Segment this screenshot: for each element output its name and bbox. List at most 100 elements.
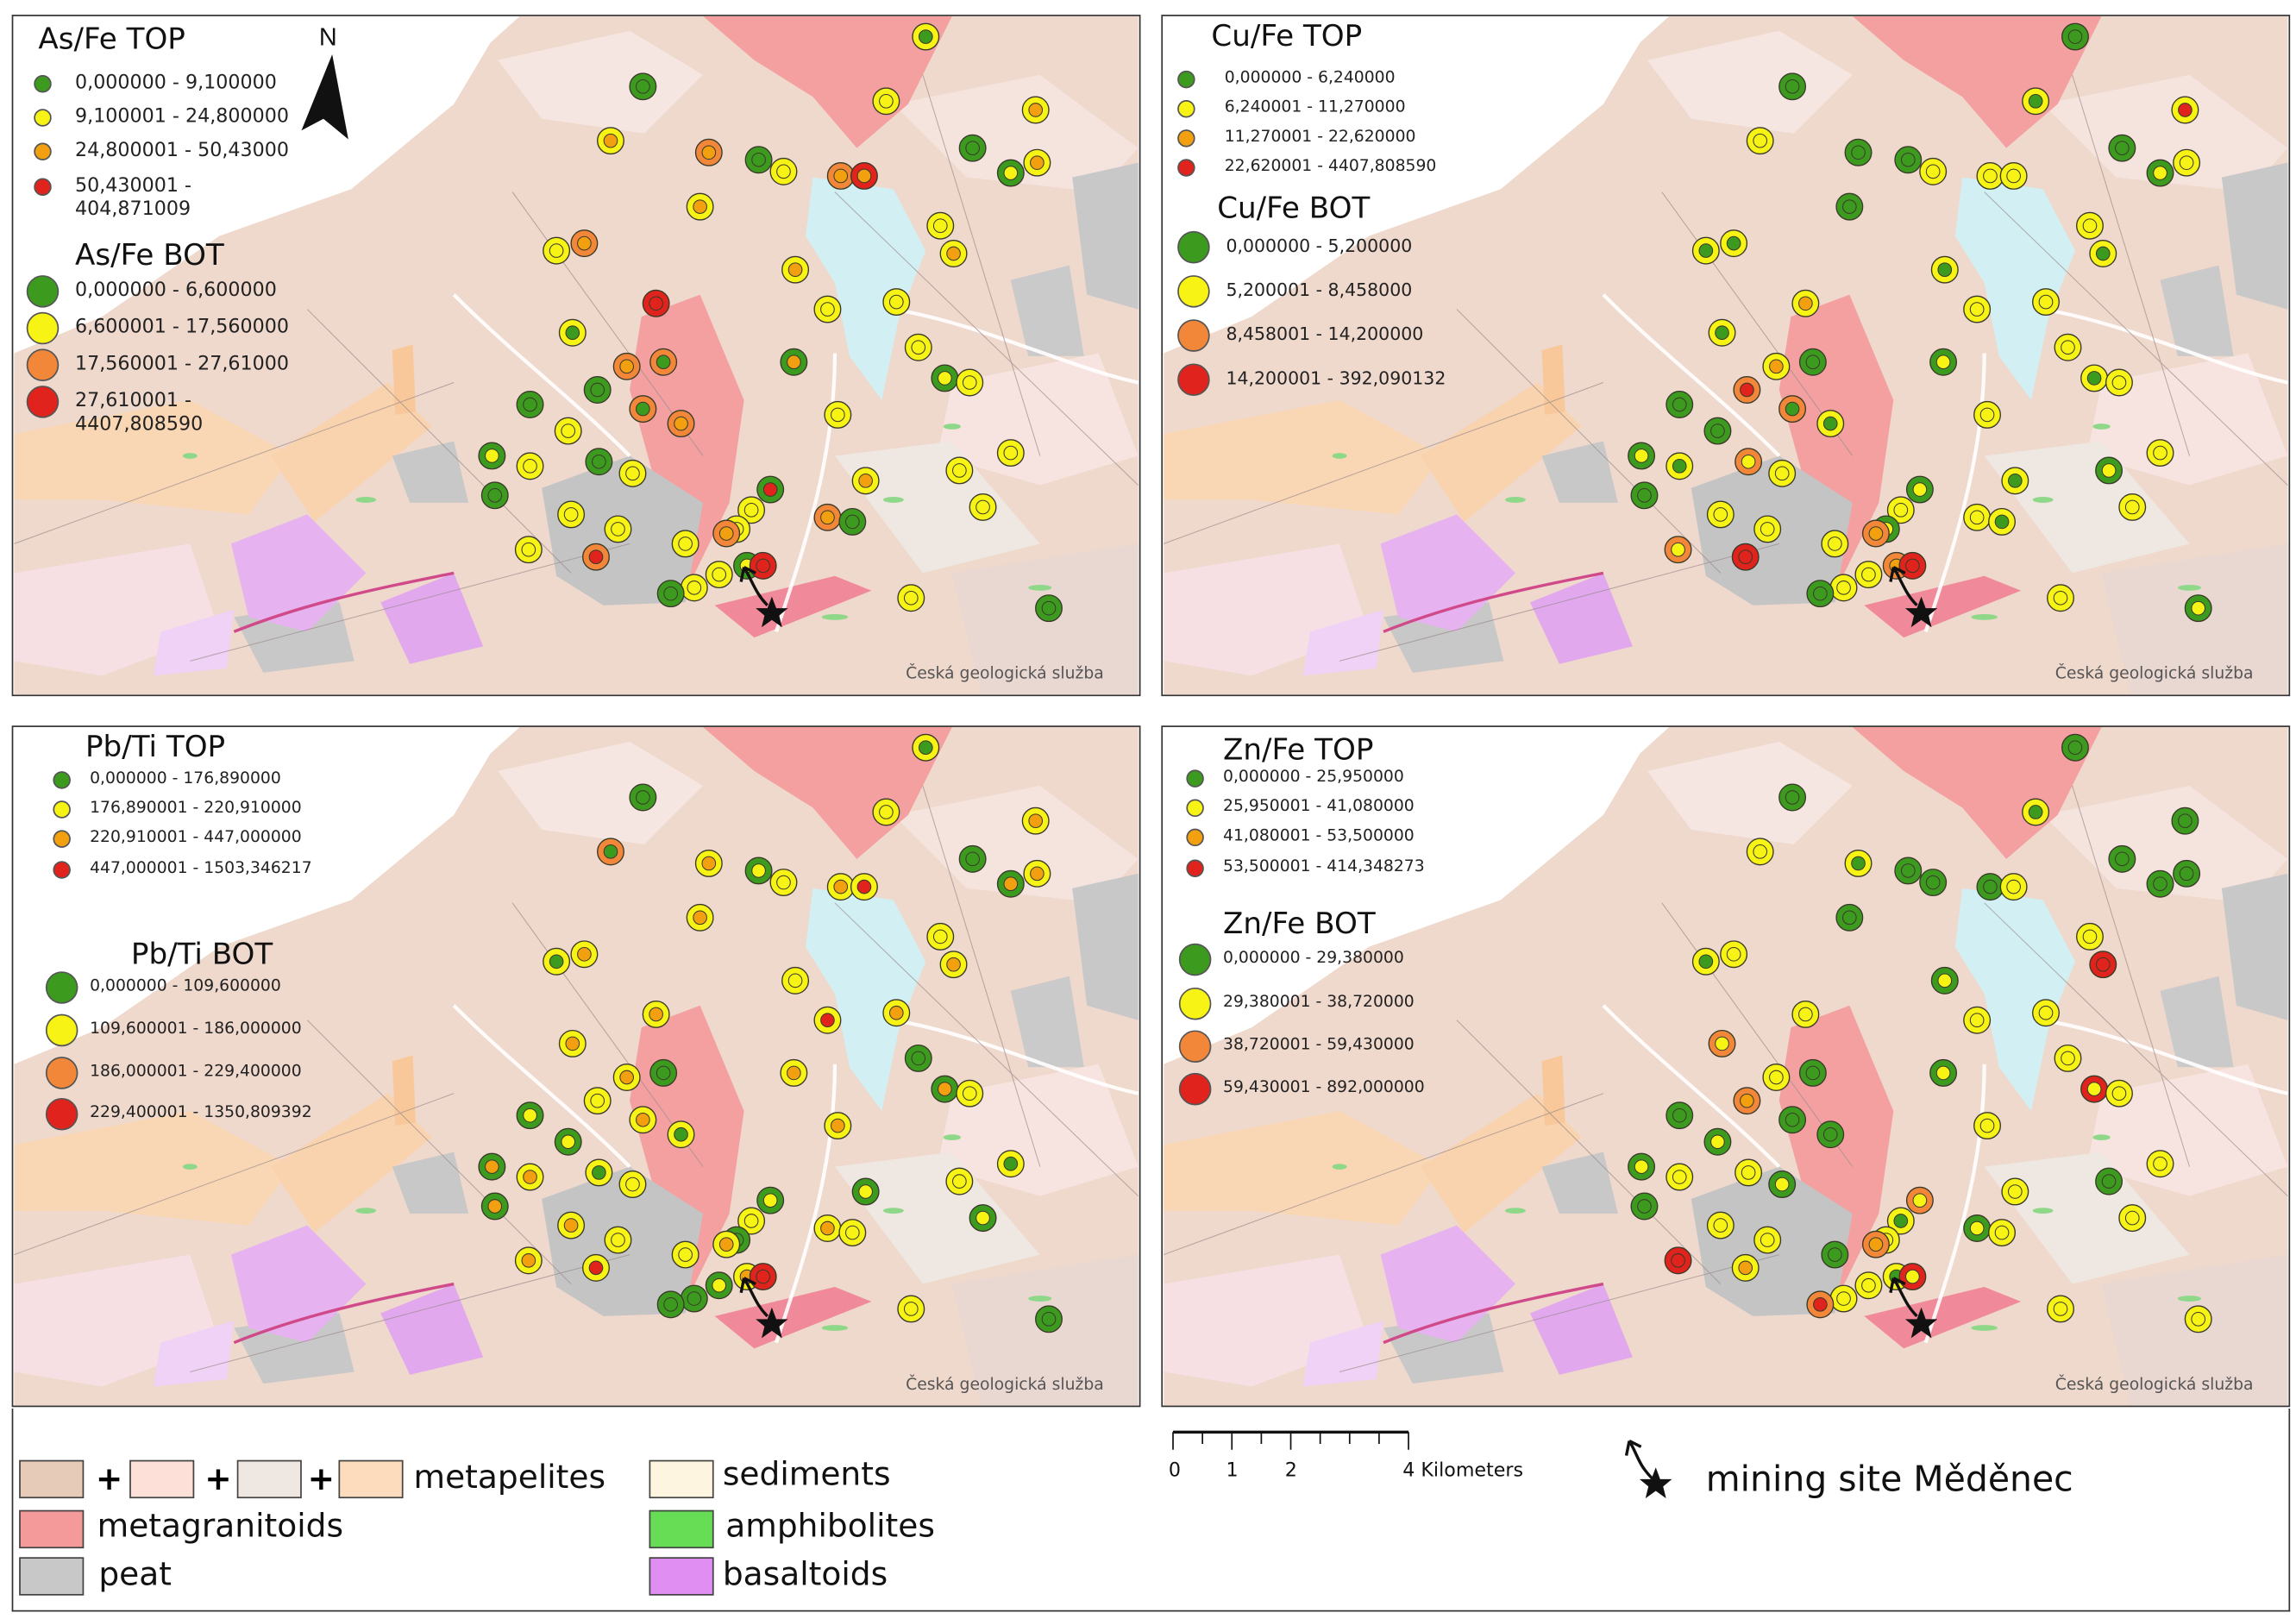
sample-site-top-marker xyxy=(1969,1221,1985,1236)
sample-site-top-marker xyxy=(2061,1051,2075,1066)
sample-site-top-marker xyxy=(2191,1312,2206,1327)
legend-top-class-2-label: 41,080001 - 53,500000 xyxy=(1223,825,1415,845)
legend-top-class-2-label: 220,910001 - 447,000000 xyxy=(90,826,302,847)
watermark-label: Česká geologická služba xyxy=(906,663,1104,683)
sample-site-top-marker xyxy=(856,879,872,894)
sample-site-top-marker xyxy=(577,235,592,251)
sample-site-top-marker xyxy=(1634,449,1649,463)
geology-layer xyxy=(1164,16,2287,695)
sample-site-top-marker xyxy=(1969,510,1985,525)
sample-site-top-marker xyxy=(674,416,688,431)
sample-site-top-marker xyxy=(712,1277,727,1293)
sample-site-top-marker xyxy=(743,1214,759,1228)
mining-site-icon xyxy=(739,1277,788,1339)
sample-site-top-marker xyxy=(485,449,499,463)
sample-site-top-marker xyxy=(2115,141,2130,156)
legend-bot-class-1-marker xyxy=(1178,987,1212,1020)
legend-top-class-1-marker xyxy=(34,109,52,127)
sample-site-top-marker xyxy=(845,514,860,530)
sample-site-top-marker xyxy=(1710,1134,1725,1150)
sample-site-top-marker xyxy=(858,474,873,488)
sample-site-top-marker xyxy=(636,790,650,805)
sample-site-top-marker xyxy=(656,1065,671,1081)
legend-bot-class-0-label: 0,000000 - 5,200000 xyxy=(1226,235,1413,256)
label-metapelites: metapelites xyxy=(413,1459,606,1497)
sample-site-top-marker xyxy=(1900,863,1916,878)
legend-top-title: Pb/Ti TOP xyxy=(85,728,226,764)
legend-bot-class-0-label: 0,000000 - 29,380000 xyxy=(1223,947,1404,968)
legend-bot-class-3-marker xyxy=(26,386,60,418)
legend-top-class-0-marker xyxy=(1186,769,1204,788)
scale-label-2: 2 xyxy=(1284,1459,1297,1483)
sample-site-top-marker xyxy=(1710,424,1725,438)
sample-site-top-marker xyxy=(1715,325,1729,341)
geology-map xyxy=(1163,727,2288,1406)
sample-site-top-marker xyxy=(946,246,961,261)
watermark-label: Česká geologická služba xyxy=(2054,1374,2254,1394)
sample-site-top-marker xyxy=(918,29,933,44)
sample-site-top-marker xyxy=(649,1007,663,1022)
sample-site-top-marker xyxy=(2101,1174,2117,1189)
sample-site-top-marker xyxy=(1805,1065,1821,1081)
sample-site-top-marker xyxy=(1774,466,1790,481)
plus-sign: + xyxy=(307,1461,336,1499)
swatch-metapelites-3 xyxy=(236,1459,302,1499)
sample-site-top-marker xyxy=(521,1253,536,1268)
legend-bot-class-0-marker xyxy=(45,971,78,1004)
sample-site-top-marker xyxy=(1726,235,1741,251)
sample-site-top-marker xyxy=(858,1184,873,1199)
legend-top-class-1-label: 6,240001 - 11,270000 xyxy=(1224,97,1406,116)
sample-site-top-marker xyxy=(1861,567,1876,582)
sample-site-top-marker xyxy=(1698,954,1714,970)
sample-site-top-marker xyxy=(946,957,961,972)
sample-site-top-marker xyxy=(1741,454,1756,469)
sample-site-top-marker xyxy=(1851,856,1866,871)
sample-site-top-marker xyxy=(2067,740,2083,756)
swatch-basaltoids xyxy=(649,1557,714,1596)
legend-bot-title: Zn/Fe BOT xyxy=(1223,905,1376,941)
watermark-label: Česká geologická služba xyxy=(2054,663,2254,683)
sample-site-top-marker xyxy=(1028,813,1044,829)
sample-site-top-marker xyxy=(1785,790,1800,805)
plus-sign: + xyxy=(95,1461,123,1499)
legend-top-class-2-marker xyxy=(1186,828,1204,847)
sample-site-top-marker xyxy=(1774,1177,1790,1192)
sample-site-top-marker xyxy=(603,133,618,148)
sample-site-top-marker xyxy=(1713,507,1728,522)
legend-bot-class-0-marker xyxy=(1177,230,1210,264)
mining-site-icon xyxy=(1624,1440,1672,1499)
sample-site-top-marker xyxy=(1828,1247,1842,1262)
sample-site-top-marker xyxy=(1785,1112,1800,1127)
geology-map xyxy=(1163,16,2288,695)
legend-bot-class-2-label: 17,560001 - 27,61000 xyxy=(75,353,289,376)
legend-top-class-2-label: 11,270001 - 22,620000 xyxy=(1224,126,1416,146)
sample-site-top-marker xyxy=(932,218,948,234)
sample-site-top-marker xyxy=(1760,522,1775,537)
legend-bot-class-3-marker xyxy=(1177,363,1210,397)
sample-site-top-marker xyxy=(563,1218,579,1233)
sample-site-top-marker xyxy=(1925,164,1941,179)
sample-site-top-marker xyxy=(678,537,693,551)
sample-site-top-marker xyxy=(1785,401,1800,417)
sample-site-top-marker xyxy=(1842,199,1857,214)
legend-bot-class-3-label: 229,400001 - 1350,809392 xyxy=(90,1102,312,1122)
sample-site-top-marker xyxy=(962,375,977,390)
sample-site-top-marker xyxy=(965,141,980,156)
sample-site-top-marker xyxy=(2082,929,2098,944)
sample-site-top-marker xyxy=(718,1237,734,1252)
legend-top-class-3-label: 447,000001 - 1503,346217 xyxy=(90,857,312,877)
sample-site-top-marker xyxy=(903,1302,919,1316)
sample-site-top-marker xyxy=(1741,1165,1756,1180)
sample-site-top-marker xyxy=(1637,1199,1652,1214)
sample-site-top-marker xyxy=(625,1177,640,1192)
sample-site-top-marker xyxy=(743,503,759,518)
sample-site-top-marker xyxy=(787,1065,801,1081)
sample-site-top-marker xyxy=(2095,957,2111,972)
legend-top-class-0-label: 0,000000 - 6,240000 xyxy=(1224,67,1396,87)
sample-site-top-marker xyxy=(1715,1036,1729,1051)
label-amphibolites: amphibolites xyxy=(725,1509,935,1546)
legend-top-class-3-label: 53,500001 - 414,348273 xyxy=(1223,857,1425,876)
sample-site-top-marker xyxy=(592,1165,606,1180)
sample-site-top-marker xyxy=(549,243,564,258)
sample-site-top-marker xyxy=(649,296,663,311)
